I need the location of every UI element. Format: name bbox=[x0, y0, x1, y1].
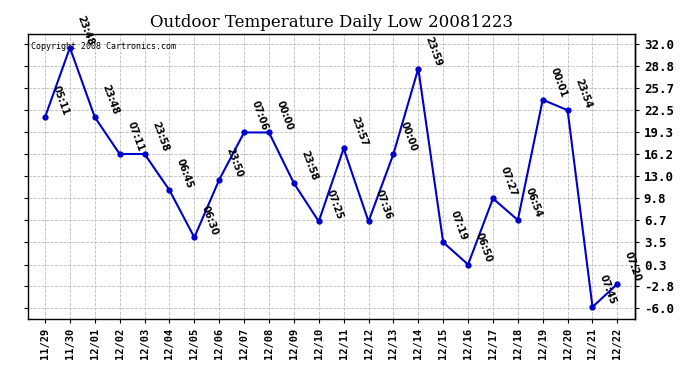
Text: 23:58: 23:58 bbox=[299, 150, 319, 182]
Text: 07:25: 07:25 bbox=[324, 188, 344, 220]
Text: 00:01: 00:01 bbox=[549, 66, 569, 99]
Text: 23:50: 23:50 bbox=[225, 146, 245, 179]
Text: 07:11: 07:11 bbox=[125, 121, 145, 153]
Title: Outdoor Temperature Daily Low 20081223: Outdoor Temperature Daily Low 20081223 bbox=[150, 14, 513, 31]
Text: 06:54: 06:54 bbox=[524, 187, 544, 219]
Text: Copyright 2008 Cartronics.com: Copyright 2008 Cartronics.com bbox=[30, 42, 176, 51]
Text: 00:00: 00:00 bbox=[399, 121, 419, 153]
Text: 23:54: 23:54 bbox=[573, 77, 593, 110]
Text: 07:19: 07:19 bbox=[448, 209, 469, 242]
Text: 07:45: 07:45 bbox=[598, 274, 618, 306]
Text: 23:48: 23:48 bbox=[75, 14, 95, 47]
Text: 06:45: 06:45 bbox=[175, 157, 195, 189]
Text: 06:30: 06:30 bbox=[200, 204, 220, 237]
Text: 05:11: 05:11 bbox=[50, 84, 70, 116]
Text: 23:59: 23:59 bbox=[424, 35, 444, 68]
Text: 07:20: 07:20 bbox=[623, 251, 643, 283]
Text: 06:50: 06:50 bbox=[473, 231, 493, 264]
Text: 23:57: 23:57 bbox=[349, 115, 369, 148]
Text: 07:06: 07:06 bbox=[250, 99, 270, 132]
Text: 07:27: 07:27 bbox=[498, 165, 518, 198]
Text: 07:36: 07:36 bbox=[374, 188, 394, 220]
Text: 23:58: 23:58 bbox=[150, 120, 170, 153]
Text: 23:48: 23:48 bbox=[100, 84, 120, 116]
Text: 00:00: 00:00 bbox=[275, 99, 295, 132]
